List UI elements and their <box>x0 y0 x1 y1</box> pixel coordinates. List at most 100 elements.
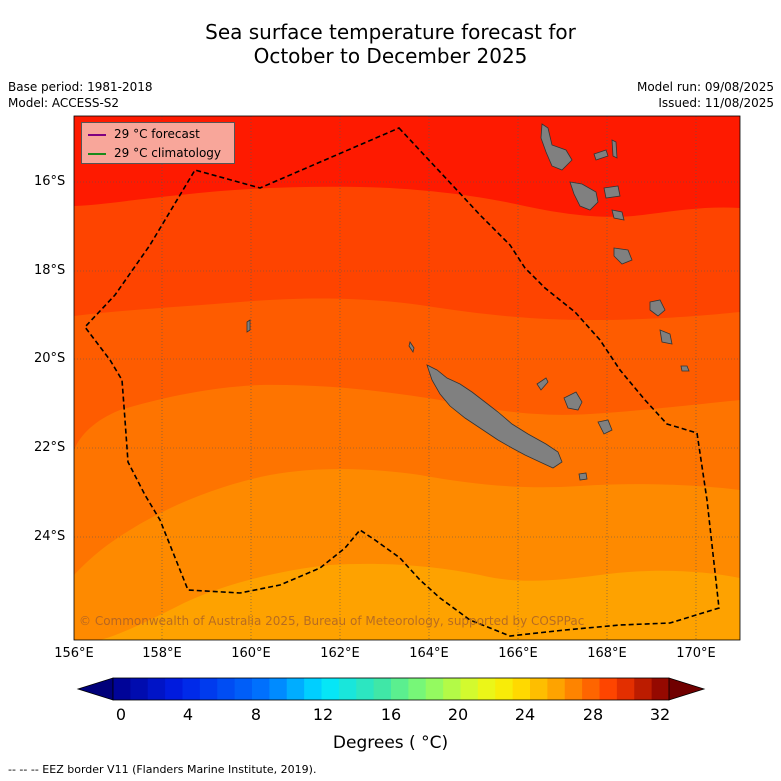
land-pentecost <box>611 139 618 159</box>
colorbar-label-28: 28 <box>582 705 604 724</box>
colorbar-cell <box>217 678 236 700</box>
legend-climatology-swatch <box>88 152 106 155</box>
land-malekula <box>569 181 599 211</box>
eez-border <box>83 127 720 637</box>
colorbar-cell <box>269 678 288 700</box>
colorbar-label-8: 8 <box>250 705 262 724</box>
colorbar-cell <box>130 678 149 700</box>
legend-forecast-swatch <box>88 133 106 136</box>
colorbar-cell <box>582 678 601 700</box>
colorbar-label-4: 4 <box>182 705 194 724</box>
colorbar-cell <box>304 678 323 700</box>
colorbar-cell <box>460 678 479 700</box>
map-legend: 29 °C forecast 29 °C climatology <box>81 122 235 164</box>
legend-climatology: 29 °C climatology <box>88 145 221 161</box>
lon-label-162e: 162°E <box>320 646 360 661</box>
colorbar-cell <box>512 678 531 700</box>
land-ambae <box>593 149 609 161</box>
base-period: Base period: 1981-2018 <box>8 80 153 94</box>
land-chesterfield <box>246 319 251 333</box>
land-walpole <box>680 365 690 372</box>
colorbar-cell <box>477 678 496 700</box>
colorbar-cell <box>599 678 618 700</box>
colorbar-cell <box>373 678 392 700</box>
colorbar <box>76 677 706 701</box>
colorbar-label-32: 32 <box>649 705 671 724</box>
lat-label-24s: 24°S <box>34 529 66 544</box>
land-efate <box>611 209 625 221</box>
lon-label-156e: 156°E <box>54 646 94 661</box>
lon-label-170e: 170°E <box>676 646 716 661</box>
colorbar-cell <box>182 678 201 700</box>
colorbar-cell <box>252 678 270 700</box>
land-ouvea <box>536 377 549 391</box>
colorbar-cell <box>286 678 305 700</box>
colorbar-cell <box>199 678 218 700</box>
land-grande-terre <box>426 364 563 469</box>
issued-date: Issued: 11/08/2025 <box>658 96 774 110</box>
lon-label-164e: 164°E <box>409 646 449 661</box>
lat-label-18s: 18°S <box>34 263 66 278</box>
land-aneityum <box>659 329 673 345</box>
chart-title: Sea surface temperature forecast for Oct… <box>0 20 781 68</box>
colorbar-cell <box>495 678 514 700</box>
eez-footnote: -- -- -- EEZ border V11 (Flanders Marine… <box>8 763 317 776</box>
colorbar-cell <box>391 678 409 700</box>
colorbar-cell <box>147 678 166 700</box>
colorbar-label-20: 20 <box>447 705 469 724</box>
legend-forecast-label: 29 °C forecast <box>114 127 200 141</box>
title-line-1: Sea surface temperature forecast for <box>205 20 576 44</box>
colorbar-frame <box>112 677 670 701</box>
colorbar-cell <box>425 678 444 700</box>
lon-label-166e: 166°E <box>498 646 538 661</box>
lon-label-158e: 158°E <box>142 646 182 661</box>
land-lifou <box>563 391 583 411</box>
colorbar-cell <box>338 678 357 700</box>
colorbar-label-0: 0 <box>115 705 127 724</box>
land-belep <box>408 341 415 353</box>
colorbar-cell <box>165 678 184 700</box>
colorbar-cell <box>321 678 340 700</box>
sst-map <box>74 116 740 640</box>
map-frame <box>73 115 741 641</box>
land-masses <box>246 123 690 481</box>
map-gridlines <box>74 116 740 640</box>
land-erromango <box>613 247 633 265</box>
colorbar-over-arrow <box>668 677 706 701</box>
colorbar-under-arrow <box>76 677 114 701</box>
colorbar-cells <box>113 678 670 700</box>
colorbar-title: Degrees ( °C) <box>332 733 449 753</box>
lat-label-20s: 20°S <box>34 351 66 366</box>
copyright-notice: © Commonwealth of Australia 2025, Bureau… <box>79 614 585 628</box>
colorbar-cell <box>651 678 670 700</box>
colorbar-cell <box>443 678 462 700</box>
colorbar-label-24: 24 <box>514 705 536 724</box>
lon-label-160e: 160°E <box>231 646 271 661</box>
legend-climatology-label: 29 °C climatology <box>114 146 222 160</box>
colorbar-cell <box>564 678 583 700</box>
land-tanna <box>649 299 666 317</box>
colorbar-cell <box>616 678 635 700</box>
land-ambrym-epi <box>603 185 621 199</box>
colorbar-cell <box>113 678 131 700</box>
colorbar-cell <box>547 678 566 700</box>
colorbar-cell <box>634 678 653 700</box>
colorbar-cell <box>408 678 427 700</box>
colorbar-cell <box>356 678 375 700</box>
land-espiritu-santo <box>540 123 573 171</box>
land-isle-of-pines <box>578 472 588 481</box>
legend-forecast: 29 °C forecast <box>88 126 200 142</box>
title-line-2: October to December 2025 <box>253 44 528 68</box>
colorbar-cell <box>530 678 548 700</box>
meta-left: Base period: 1981-2018 Model: ACCESS-S2 <box>8 79 153 111</box>
meta-right: Model run: 09/08/2025 Issued: 11/08/2025 <box>637 79 774 111</box>
lat-label-16s: 16°S <box>34 174 66 189</box>
model-run: Model run: 09/08/2025 <box>636 80 774 94</box>
model-name: Model: ACCESS-S2 <box>8 96 120 110</box>
colorbar-cell <box>234 678 253 700</box>
colorbar-label-16: 16 <box>380 705 402 724</box>
colorbar-label-12: 12 <box>312 705 334 724</box>
lon-label-168e: 168°E <box>587 646 627 661</box>
land-mare <box>597 419 613 435</box>
